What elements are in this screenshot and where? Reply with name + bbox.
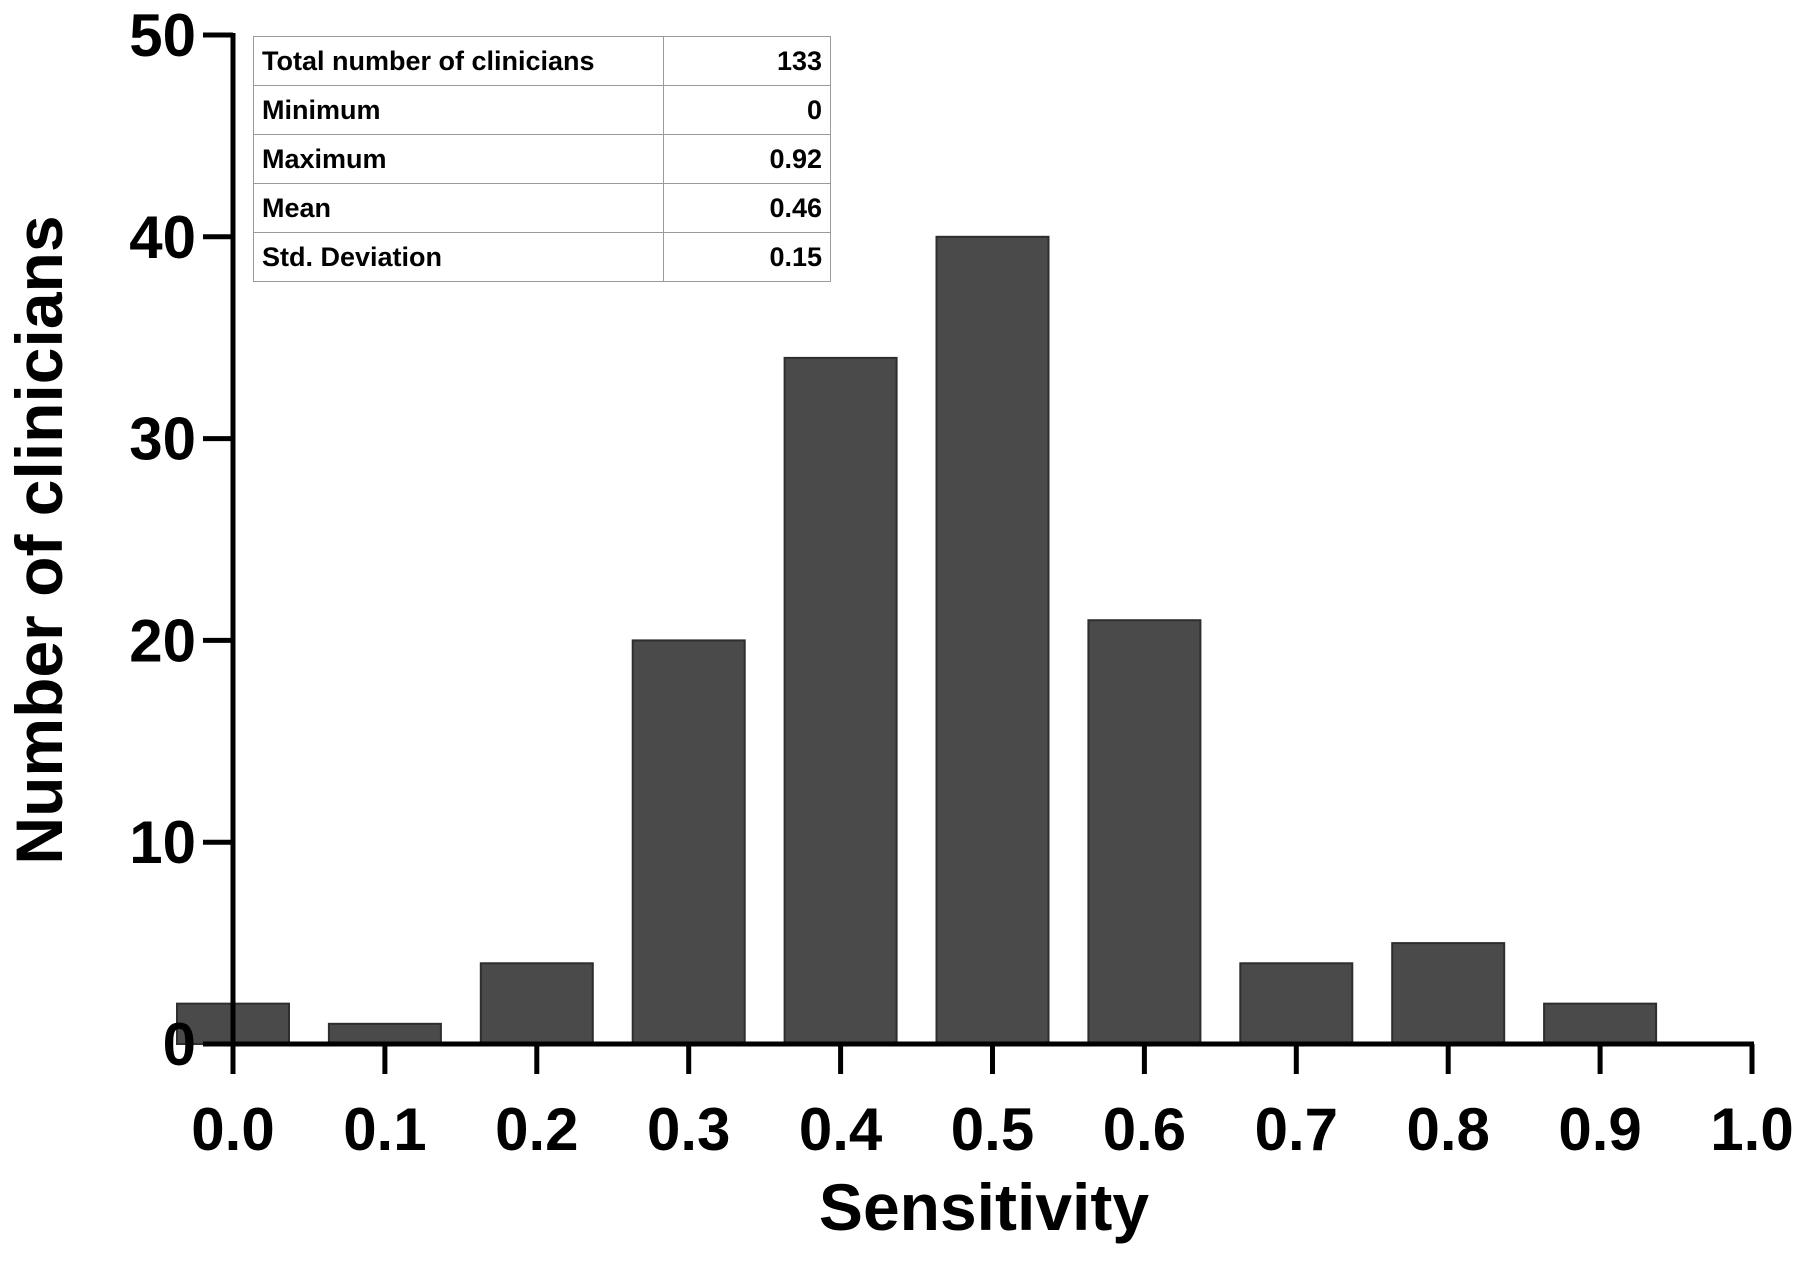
bar bbox=[1543, 1002, 1658, 1046]
y-tick-label: 50 bbox=[129, 2, 196, 69]
x-tick-label: 0.1 bbox=[343, 1096, 426, 1163]
bar bbox=[631, 639, 746, 1046]
x-tick-label: 0.6 bbox=[1103, 1096, 1186, 1163]
stat-value: 0.92 bbox=[663, 134, 831, 184]
y-tick-label: 40 bbox=[129, 204, 196, 271]
table-row: Minimum 0 bbox=[253, 85, 831, 135]
stat-label: Maximum bbox=[253, 134, 664, 184]
x-tick-label: 0.7 bbox=[1255, 1096, 1338, 1163]
stat-label: Mean bbox=[253, 183, 664, 233]
stat-value: 0.46 bbox=[663, 183, 831, 233]
stat-label: Minimum bbox=[253, 85, 664, 135]
bar bbox=[1239, 962, 1354, 1046]
x-tick-label: 0.3 bbox=[647, 1096, 730, 1163]
table-row: Maximum 0.92 bbox=[253, 134, 831, 184]
stat-label: Std. Deviation bbox=[253, 232, 664, 282]
table-row: Mean 0.46 bbox=[253, 183, 831, 233]
x-tick-label: 0.9 bbox=[1558, 1096, 1641, 1163]
y-tick-label: 30 bbox=[129, 406, 196, 473]
y-tick-label: 10 bbox=[129, 809, 196, 876]
bar bbox=[783, 356, 898, 1045]
bar bbox=[327, 1022, 442, 1046]
bar bbox=[479, 962, 594, 1046]
bar bbox=[1391, 942, 1506, 1045]
y-tick-label: 20 bbox=[129, 607, 196, 674]
ticks-group bbox=[203, 32, 1755, 1074]
bar bbox=[1087, 619, 1202, 1045]
stat-value: 133 bbox=[663, 36, 831, 86]
tick-labels-group: 0.0 0.1 0.2 0.3 0.4 0.5 0.6 0.7 0.8 0.9 1.0 0 10 20 30… bbox=[129, 2, 1793, 1163]
x-tick-label: 0.5 bbox=[951, 1096, 1034, 1163]
y-axis-title: Number of clinicians bbox=[2, 215, 76, 864]
stat-value: 0 bbox=[663, 85, 831, 135]
x-tick-label: 0.4 bbox=[799, 1096, 883, 1163]
x-axis-title: Sensitivity bbox=[819, 1170, 1149, 1244]
bars-group bbox=[176, 235, 1658, 1046]
summary-stats-table: Total number of clinicians 133 Minimum 0… bbox=[253, 36, 831, 282]
x-tick-label: 0.2 bbox=[495, 1096, 578, 1163]
table-row: Std. Deviation 0.15 bbox=[253, 232, 831, 282]
x-tick-label: 0.0 bbox=[191, 1096, 274, 1163]
stat-label: Total number of clinicians bbox=[253, 36, 664, 86]
table-row: Total number of clinicians 133 bbox=[253, 36, 831, 86]
bar bbox=[935, 235, 1050, 1046]
stat-value: 0.15 bbox=[663, 232, 831, 282]
y-tick-label: 0 bbox=[163, 1011, 196, 1078]
x-tick-label: 1.0 bbox=[1710, 1096, 1793, 1163]
x-tick-label: 0.8 bbox=[1406, 1096, 1489, 1163]
